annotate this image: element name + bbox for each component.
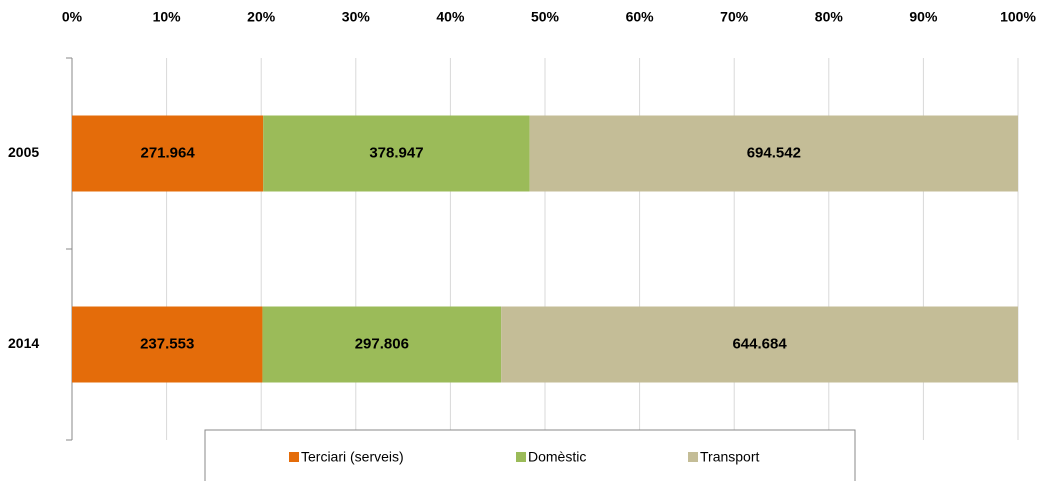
legend-box [204,429,856,481]
x-tick-label: 60% [626,9,655,25]
legend-label: Transport [700,449,760,465]
data-label: 694.542 [747,144,801,161]
x-tick-label: 80% [815,9,844,25]
legend-swatch [688,452,698,462]
legend-swatch [289,452,299,462]
x-tick-label: 90% [909,9,938,25]
data-label: 237.553 [140,335,194,352]
bar-segment [262,306,502,383]
x-tick-label: 70% [720,9,749,25]
data-label: 644.684 [732,335,787,352]
bar-segment [501,306,1018,383]
x-tick-label: 100% [1000,9,1036,25]
legend-label: Terciari (serveis) [301,449,404,465]
bar-segment [529,115,1018,192]
x-tick-label: 30% [342,9,371,25]
y-tick-label: 2005 [8,144,39,160]
bar-segment [72,115,264,192]
bar-segment [263,115,530,192]
legend-swatch [516,452,526,462]
data-label: 297.806 [355,335,409,352]
data-label: 378.947 [369,144,423,161]
legend-label: Domèstic [528,449,586,465]
x-tick-label: 0% [62,9,83,25]
bar-segment [72,306,263,383]
data-label: 271.964 [140,144,195,161]
x-tick-label: 50% [531,9,560,25]
x-tick-label: 10% [153,9,182,25]
x-tick-label: 40% [436,9,465,25]
x-tick-label: 20% [247,9,276,25]
y-tick-label: 2014 [8,335,39,351]
